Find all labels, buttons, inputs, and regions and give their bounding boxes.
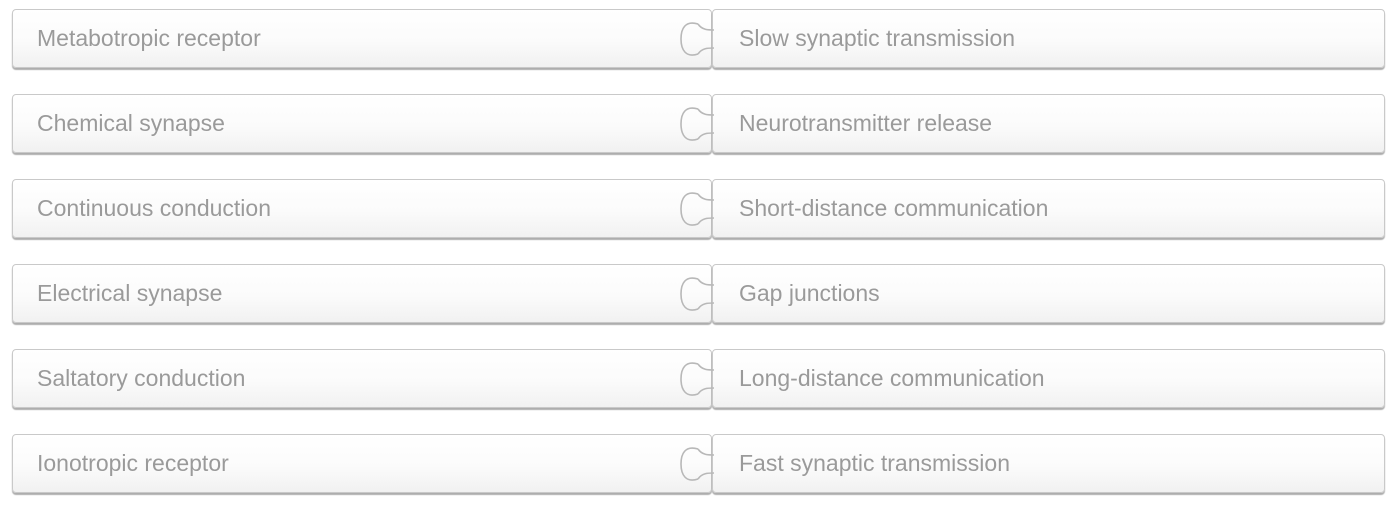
- match-tile[interactable]: Fast synaptic transmission: [712, 434, 1385, 493]
- term-tile[interactable]: Saltatory conduction: [12, 349, 712, 408]
- term-tile[interactable]: Ionotropic receptor: [12, 434, 712, 493]
- match-row: Chemical synapse Neurotransmitter releas…: [12, 94, 1385, 155]
- match-tile[interactable]: Neurotransmitter release: [712, 94, 1385, 153]
- match-row: Metabotropic receptor Slow synaptic tran…: [12, 9, 1385, 70]
- term-tile[interactable]: Electrical synapse: [12, 264, 712, 323]
- match-row: Electrical synapse Gap junctions: [12, 264, 1385, 325]
- match-tile[interactable]: Gap junctions: [712, 264, 1385, 323]
- term-tile[interactable]: Continuous conduction: [12, 179, 712, 238]
- match-row: Continuous conduction Short-distance com…: [12, 179, 1385, 240]
- match-tile[interactable]: Slow synaptic transmission: [712, 9, 1385, 68]
- match-row: Saltatory conduction Long-distance commu…: [12, 349, 1385, 410]
- match-tile[interactable]: Long-distance communication: [712, 349, 1385, 408]
- match-row: Ionotropic receptor Fast synaptic transm…: [12, 434, 1385, 495]
- term-tile[interactable]: Chemical synapse: [12, 94, 712, 153]
- term-tile[interactable]: Metabotropic receptor: [12, 9, 712, 68]
- match-tile[interactable]: Short-distance communication: [712, 179, 1385, 238]
